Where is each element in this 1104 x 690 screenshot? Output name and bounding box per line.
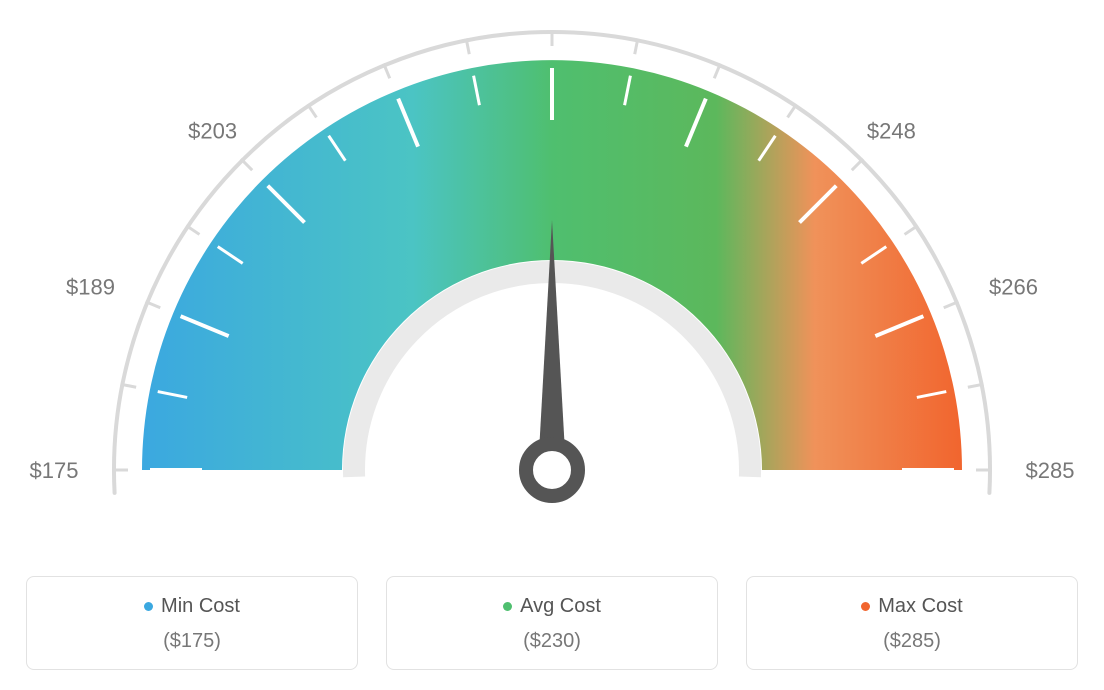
legend-avg-text: Avg Cost <box>520 595 601 618</box>
legend-max-text: Max Cost <box>878 595 962 618</box>
legend-row: Min Cost ($175) Avg Cost ($230) Max Cost… <box>0 576 1104 670</box>
gauge-svg: $175 $189 $203 $230 $248 $266 $285 <box>0 0 1104 560</box>
dot-icon <box>861 602 870 611</box>
svg-text:$230: $230 <box>528 0 577 3</box>
legend-max-value: ($285) <box>757 630 1067 653</box>
legend-max-label: Max Cost <box>861 595 962 618</box>
cost-gauge-chart: $175 $189 $203 $230 $248 $266 $285 Min Cost ($… <box>0 0 1104 690</box>
svg-text:$189: $189 <box>66 274 115 299</box>
legend-avg-card: Avg Cost ($230) <box>386 576 718 670</box>
legend-max-card: Max Cost ($285) <box>746 576 1078 670</box>
legend-avg-value: ($230) <box>397 630 707 653</box>
legend-min-value: ($175) <box>37 630 347 653</box>
legend-min-label: Min Cost <box>144 595 240 618</box>
dot-icon <box>503 602 512 611</box>
svg-text:$266: $266 <box>989 274 1038 299</box>
svg-text:$175: $175 <box>30 458 79 483</box>
gauge-area: $175 $189 $203 $230 $248 $266 $285 <box>0 0 1104 560</box>
svg-text:$248: $248 <box>867 119 916 144</box>
svg-text:$285: $285 <box>1026 458 1075 483</box>
dot-icon <box>144 602 153 611</box>
svg-text:$203: $203 <box>188 119 237 144</box>
legend-avg-label: Avg Cost <box>503 595 601 618</box>
legend-min-text: Min Cost <box>161 595 240 618</box>
legend-min-card: Min Cost ($175) <box>26 576 358 670</box>
